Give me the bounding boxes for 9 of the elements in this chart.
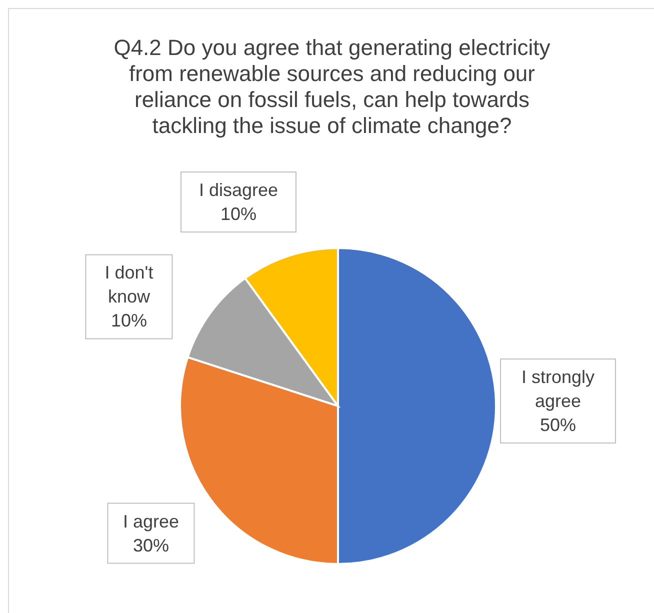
slice-label: I strongly agree (521, 367, 595, 411)
data-label: 30% (132, 535, 169, 556)
data-label: 10% (110, 310, 147, 331)
data-label: 10% (220, 204, 256, 224)
slice-label: I agree (122, 511, 179, 532)
slice-label: I don't know (104, 262, 154, 307)
data-label: 50% (540, 415, 576, 435)
chart-title: Q4.2 Do you agree that generating electricity from renewable sources and reducing our reliance on fossil fuels, can help towards tackling the issue of climate change? (112, 35, 552, 139)
slice-label: I disagree (198, 180, 278, 200)
